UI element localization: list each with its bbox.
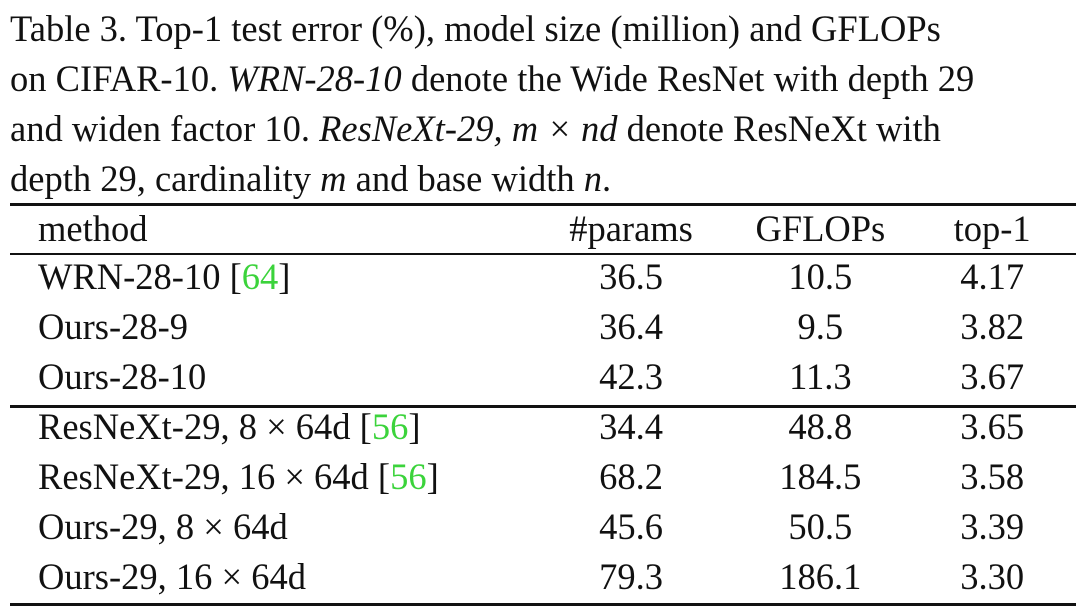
- citation-link[interactable]: 64: [241, 256, 279, 297]
- top1-cell-best: 3.30: [960, 556, 1025, 597]
- params-cell: 36.5: [599, 256, 663, 297]
- params-cell: 79.3: [599, 556, 663, 597]
- top1-cell: 3.58: [960, 456, 1025, 497]
- params-cell: 34.4: [599, 406, 663, 447]
- params-cell: 45.6: [599, 506, 663, 547]
- top1-cell: 3.39: [960, 506, 1025, 547]
- params-cell: 68.2: [599, 456, 663, 497]
- gflops-cell: 9.5: [797, 306, 844, 347]
- table-row: Ours-29, 8 × 64d 45.6 50.5 3.39: [10, 502, 1076, 552]
- caption-wrn-name: WRN-28-10: [227, 58, 402, 99]
- method-cell: Ours-29, 8 × 64d: [38, 506, 288, 547]
- method-cell: Ours-28-9: [38, 306, 189, 347]
- caption-line-4: depth 29, cardinality m and base width n…: [10, 158, 612, 199]
- gflops-cell: 50.5: [788, 506, 853, 547]
- gflops-cell: 11.3: [789, 356, 852, 397]
- method-cell: WRN-28-10 [64]: [38, 256, 291, 297]
- table-row: ResNeXt-29, 16 × 64d [56] 68.2 184.5 3.5…: [10, 452, 1076, 502]
- method-cell: ResNeXt-29, 8 × 64d [56]: [38, 406, 421, 447]
- table-row: Ours-29, 16 × 64d 79.3 186.1 3.30: [10, 552, 1076, 602]
- params-cell: 42.3: [599, 356, 663, 397]
- group-separator-rule: [10, 405, 1076, 408]
- table-caption: Table 3. Top-1 test error (%), model siz…: [10, 4, 1076, 204]
- params-cell: 36.4: [599, 306, 663, 347]
- citation-link[interactable]: 56: [390, 456, 427, 497]
- caption-resnext-name: ResNeXt-29,: [319, 108, 503, 149]
- caption-math-n: n: [583, 158, 602, 199]
- caption-line-3: and widen factor 10. ResNeXt-29, m × nd …: [10, 108, 941, 149]
- header-rule: [10, 253, 1076, 255]
- top1-cell: 4.17: [960, 256, 1025, 297]
- table-row: Ours-28-9 36.4 9.5 3.82: [10, 302, 1076, 352]
- table-bottom-rule: [10, 603, 1076, 606]
- top1-cell: 3.65: [960, 406, 1025, 447]
- caption-line-1: Table 3. Top-1 test error (%), model siz…: [10, 8, 941, 49]
- gflops-cell: 48.8: [788, 406, 853, 447]
- citation-link[interactable]: 56: [371, 406, 409, 447]
- gflops-cell: 184.5: [779, 456, 862, 497]
- results-table: method #params GFLOPs top-1 WRN-28-10 [6…: [10, 205, 1076, 602]
- caption-math-m-nd: m × nd: [502, 108, 618, 149]
- gflops-cell: 10.5: [788, 256, 853, 297]
- table-header-row: method #params GFLOPs top-1: [10, 205, 1076, 252]
- table-top-rule: [10, 203, 1076, 206]
- table-row: ResNeXt-29, 8 × 64d [56] 34.4 48.8 3.65: [10, 402, 1076, 452]
- table-row: Ours-28-10 42.3 11.3 3.67: [10, 352, 1076, 402]
- method-cell: Ours-28-10: [38, 356, 207, 397]
- method-cell: Ours-29, 16 × 64d: [38, 556, 306, 597]
- header-top1: top-1: [953, 208, 1031, 249]
- header-params: #params: [569, 208, 693, 249]
- gflops-cell: 186.1: [779, 556, 862, 597]
- method-cell: ResNeXt-29, 16 × 64d [56]: [38, 456, 439, 497]
- header-method: method: [38, 208, 148, 249]
- table-row: WRN-28-10 [64] 36.5 10.5 4.17: [10, 252, 1076, 302]
- caption-line-2: on CIFAR-10. WRN-28-10 denote the Wide R…: [10, 58, 975, 99]
- top1-cell: 3.82: [960, 306, 1025, 347]
- header-gflops: GFLOPs: [755, 208, 886, 249]
- top1-cell: 3.67: [960, 356, 1025, 397]
- caption-math-m: m: [320, 158, 347, 199]
